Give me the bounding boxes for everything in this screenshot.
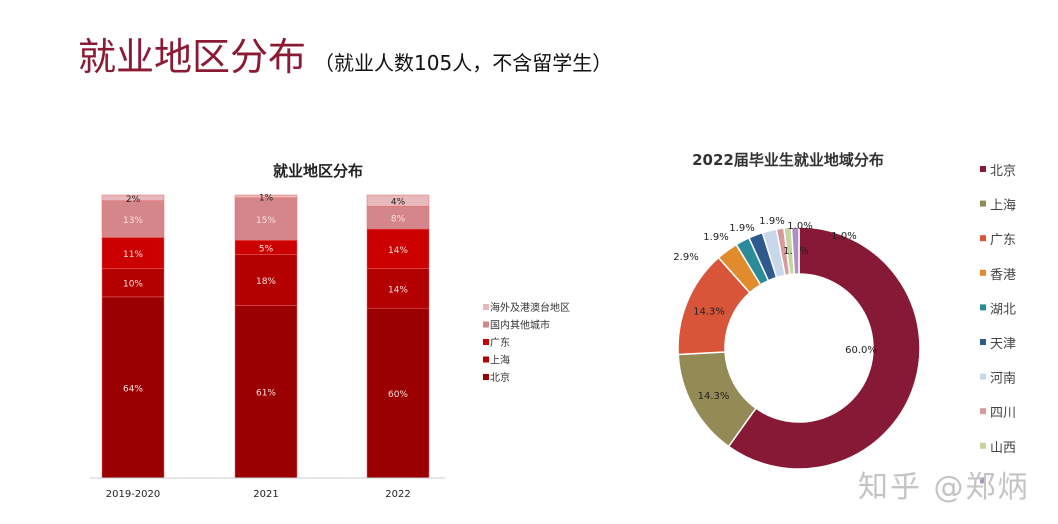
legend-swatch	[483, 304, 489, 310]
donut-data-label: 14.3%	[693, 306, 725, 317]
legend-label: 国内其他城市	[490, 319, 550, 332]
legend-label: 天津	[990, 337, 1016, 352]
title-text: 就业地区分布	[78, 35, 307, 79]
donut-data-label: 1.0%	[787, 221, 812, 232]
legend-swatch	[483, 374, 489, 380]
bar-data-label: 4%	[391, 198, 406, 208]
donut-data-label: 14.3%	[698, 391, 730, 402]
legend-swatch	[483, 356, 489, 363]
legend-label: 上海	[490, 354, 510, 367]
legend-swatch	[980, 442, 986, 449]
bar-data-label: 64%	[123, 384, 143, 394]
bar-segment	[234, 305, 298, 479]
legend-swatch	[483, 321, 489, 328]
legend-swatch	[980, 477, 986, 484]
bar-data-label: 1%	[259, 193, 274, 203]
bar-data-label: 15%	[256, 216, 276, 226]
bar-data-label: 14%	[388, 285, 408, 295]
donut-data-label: 1.9%	[759, 216, 784, 227]
bar-data-label: 11%	[123, 250, 143, 260]
legend-label: 广东	[490, 336, 510, 349]
bar-data-label: 61%	[256, 389, 276, 399]
page-subtitle: （就业人数105人，不含留学生）	[314, 51, 613, 75]
bar-data-label: 8%	[391, 215, 406, 225]
donut-chart-title: 2022届毕业生就业地域分布	[692, 151, 884, 169]
legend-label: 北京	[490, 371, 510, 384]
bar-segment	[366, 194, 430, 207]
watermark: 知乎 @郑炳	[858, 470, 1030, 505]
bar-data-label: 18%	[256, 277, 276, 287]
bar-segment	[234, 254, 298, 306]
bar-segment	[234, 197, 298, 241]
bar-segment	[234, 194, 298, 199]
bar-data-label: 5%	[259, 244, 274, 254]
legend-swatch	[980, 373, 986, 380]
legend-label: 湖北	[990, 302, 1016, 317]
bar-chart-title: 就业地区分布	[273, 162, 363, 180]
legend-swatch	[980, 339, 986, 345]
bar-segment	[366, 307, 430, 479]
bar-data-label: 10%	[123, 280, 143, 290]
donut-data-label: 1.9%	[729, 223, 754, 234]
bar-segment	[101, 237, 165, 269]
legend-swatch	[980, 269, 986, 276]
bar-segment	[366, 228, 430, 269]
legend-label: 香港	[990, 268, 1016, 283]
x-tick-label: 2019-2020	[106, 489, 161, 500]
bar-data-label: 2%	[126, 195, 141, 205]
donut-data-label: 1.9%	[703, 232, 728, 243]
legend-label: 山西	[990, 441, 1016, 456]
donut-data-label: 1.0%	[831, 231, 856, 242]
bar-data-label: 14%	[388, 246, 408, 256]
legend-swatch	[980, 235, 986, 242]
bar-segment	[101, 296, 165, 479]
legend-label: 河南	[990, 371, 1016, 387]
donut-data-label: 2.9%	[673, 252, 698, 263]
x-tick-label: 2021	[253, 489, 278, 500]
legend-swatch	[980, 304, 986, 311]
legend-swatch	[980, 408, 986, 415]
donut-slice	[790, 226, 800, 275]
bar-data-label: 60%	[388, 390, 408, 400]
legend-swatch	[483, 339, 489, 345]
page-title: 就业地区分布 （就业人数105人，不含留学生）	[78, 26, 612, 81]
bar-segment	[101, 194, 165, 201]
bar-segment	[366, 268, 430, 309]
bar-segment	[101, 200, 165, 238]
legend-swatch	[980, 200, 986, 207]
donut-slice	[727, 226, 921, 470]
donut-data-label: 60.0%	[845, 345, 877, 356]
x-tick-label: 2022	[385, 489, 410, 500]
legend-label: 四川	[990, 406, 1016, 421]
legend-label: 广东	[990, 233, 1016, 248]
bar-data-label: 13%	[123, 216, 143, 226]
legend-label: 海外及港澳台地区	[490, 301, 570, 314]
legend-swatch	[980, 166, 986, 172]
legend-label: 上海	[990, 199, 1016, 214]
legend-label: 北京	[990, 164, 1016, 179]
